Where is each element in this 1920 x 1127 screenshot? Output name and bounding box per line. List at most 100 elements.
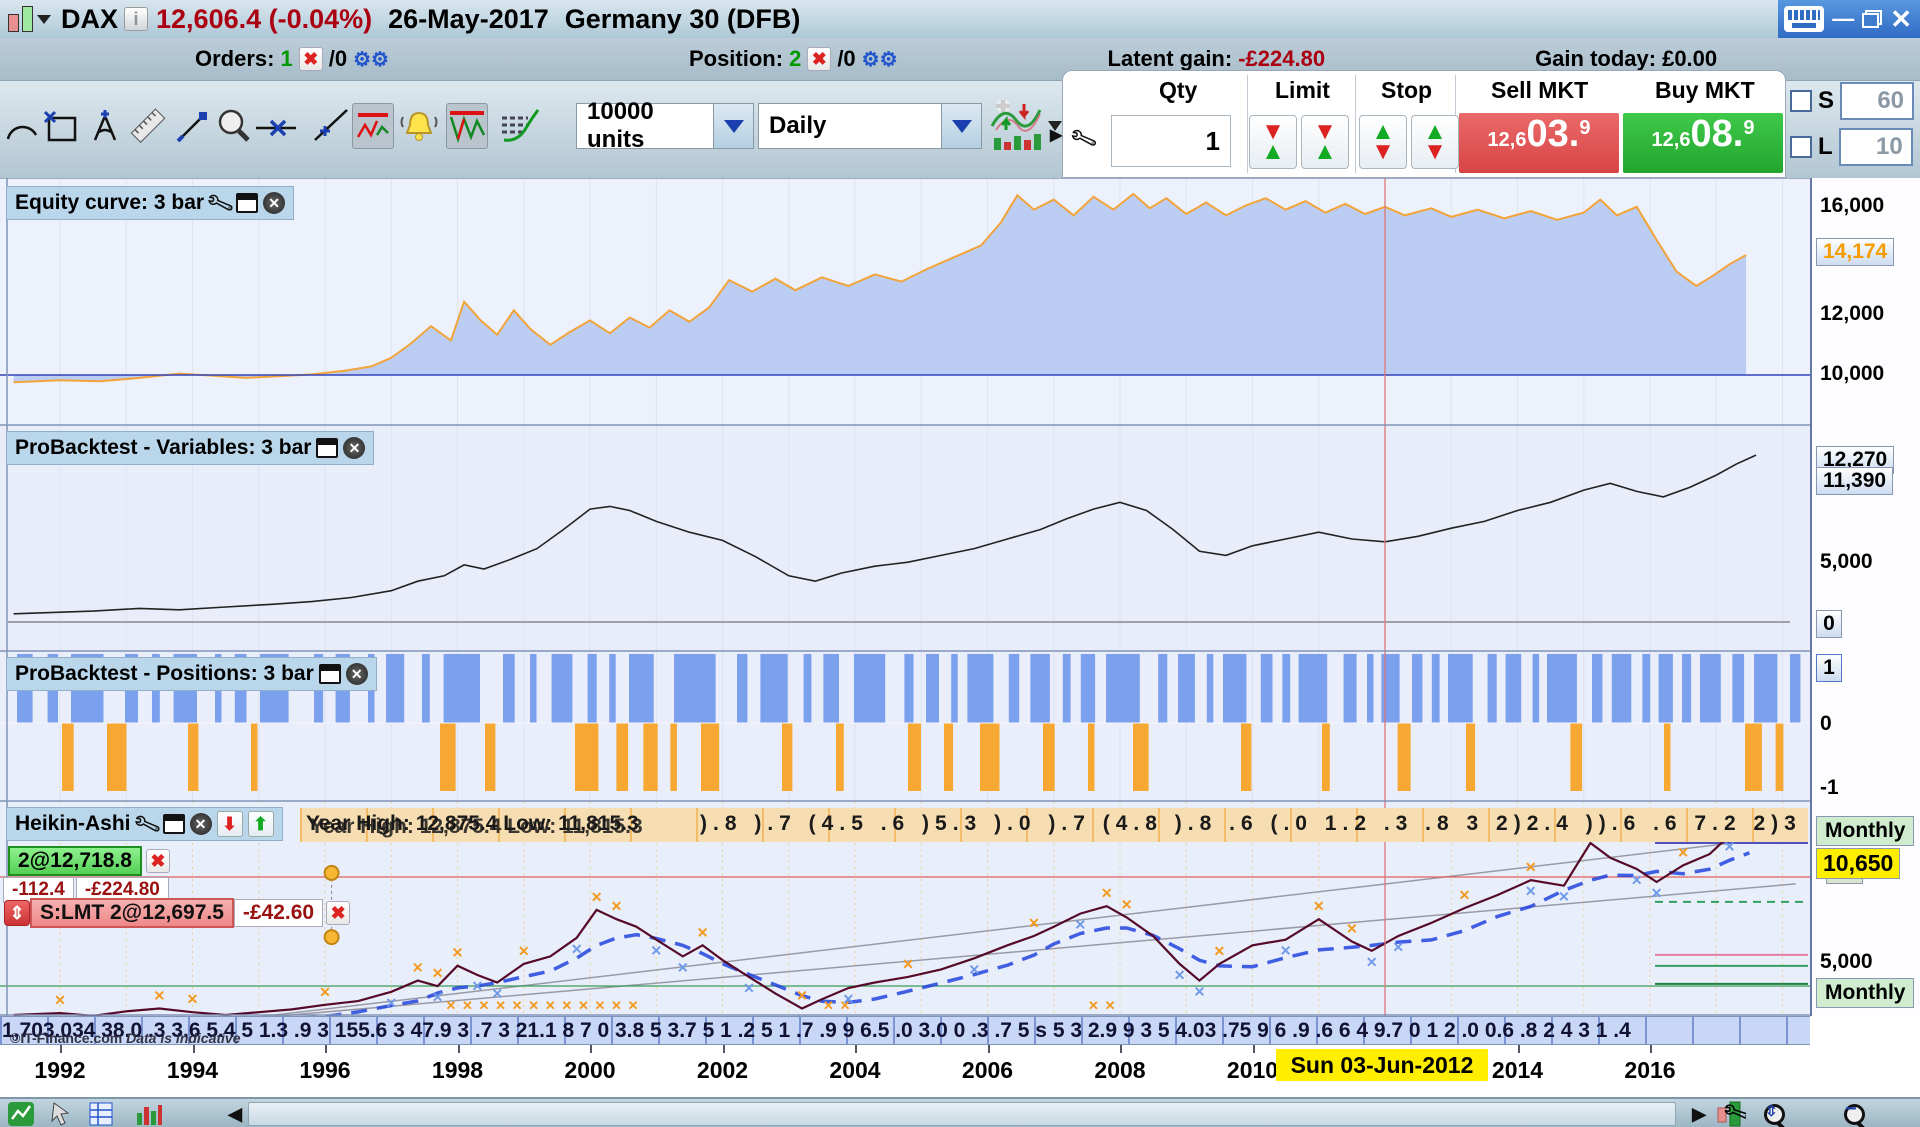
ruler-tool-icon[interactable] xyxy=(126,103,168,149)
keyboard-icon[interactable] xyxy=(1784,6,1825,32)
position-gear-icon[interactable]: ⚙⚙ xyxy=(861,48,898,71)
arc-tool-icon[interactable] xyxy=(2,103,44,149)
orders-gear-icon[interactable]: ⚙⚙ xyxy=(353,48,389,71)
svg-text:✕: ✕ xyxy=(697,924,709,940)
heikin-close-icon[interactable]: ✕ xyxy=(189,813,212,835)
scroll-right-icon[interactable]: ▶ xyxy=(1692,1103,1706,1124)
time-axis-tick xyxy=(1517,1045,1520,1053)
buy-market-button[interactable]: 12,6 08. 9 xyxy=(1623,113,1783,173)
timeframe-dropdown-arrow-icon[interactable] xyxy=(941,104,981,148)
order-move-icon[interactable]: ⇕ xyxy=(4,900,30,926)
bottom-toolbar: ◀ ▶ 🔧︎ ⇳ − ＋ xyxy=(0,1097,1920,1127)
equity-settings-wrench-icon[interactable]: 🔧︎ xyxy=(204,188,236,219)
equity-window-icon[interactable] xyxy=(236,193,259,213)
magnifier-tool-icon[interactable] xyxy=(212,103,254,149)
qty-header: Qty xyxy=(1159,77,1198,103)
chart-style-icon[interactable] xyxy=(988,100,1046,150)
variables-panel-title: ProBacktest - Variables: 3 bar xyxy=(15,436,312,459)
quote-date: 26-May-2017 xyxy=(388,3,549,34)
rectangle-tool-icon[interactable] xyxy=(40,103,82,149)
svg-text:✕: ✕ xyxy=(1346,921,1358,937)
sell-market-button[interactable]: 12,6 03. 9 xyxy=(1459,113,1619,173)
variables-close-icon[interactable]: ✕ xyxy=(343,437,366,459)
backtest-report-icon[interactable] xyxy=(132,1101,166,1127)
minimize-icon[interactable]: — xyxy=(1832,6,1855,31)
positions-tick-1: 1 xyxy=(1816,654,1842,682)
heikin-band-text-overlay: Year High: 12,875.4 Low: 11,815.3 xyxy=(310,815,643,838)
svg-text:✕: ✕ xyxy=(1677,844,1689,860)
alert-bell-icon[interactable] xyxy=(398,103,440,149)
heikin-sell-arrow-icon[interactable]: ⬇ xyxy=(216,811,243,837)
timeframe-dropdown[interactable]: Daily xyxy=(758,103,982,149)
probacktest-icon[interactable] xyxy=(498,103,540,149)
trend-segment-tool-icon[interactable] xyxy=(172,103,214,149)
heikin-settings-wrench-icon[interactable]: 🔧︎ xyxy=(131,809,163,840)
svg-text:✕: ✕ xyxy=(611,898,623,914)
year-label: 2000 xyxy=(564,1057,616,1083)
variables-window-icon[interactable] xyxy=(316,438,339,458)
scroll-left-icon[interactable]: ◀ xyxy=(228,1103,242,1124)
stop-header: Stop xyxy=(1381,77,1433,103)
limit-sell-order-icon[interactable]: ▼ ▲ xyxy=(1301,115,1349,169)
equity-close-icon[interactable]: ✕ xyxy=(263,192,286,214)
time-axis-tick xyxy=(1650,1045,1652,1053)
heikin-window-icon[interactable] xyxy=(162,814,185,834)
positions-window-icon[interactable] xyxy=(318,664,341,684)
qty-input[interactable] xyxy=(1111,115,1231,167)
horizontal-line-tool-icon[interactable] xyxy=(254,103,296,149)
info-icon[interactable]: i xyxy=(124,7,149,31)
pointer-mode-icon[interactable] xyxy=(44,1101,78,1127)
positions-close-icon[interactable]: ✕ xyxy=(345,663,368,685)
stop-distance-value[interactable]: 60 xyxy=(1840,82,1915,120)
svg-text:✕: ✕ xyxy=(1174,967,1186,983)
chart-style-dropdown-icon[interactable] xyxy=(1044,103,1066,149)
units-value: 10000 units xyxy=(587,98,654,153)
svg-text:✕: ✕ xyxy=(1525,859,1537,875)
trend-line-tool-icon[interactable] xyxy=(310,103,352,149)
units-dropdown[interactable]: 10000 units xyxy=(576,98,754,153)
limit-header: Limit xyxy=(1275,77,1330,103)
stop-sell-order-icon[interactable]: ▲ ▼ xyxy=(1411,115,1459,169)
restore-icon[interactable] xyxy=(1862,10,1883,28)
angle-tool-icon[interactable] xyxy=(84,103,126,149)
position-close-icon[interactable]: ✖ xyxy=(807,47,832,71)
time-axis-tick xyxy=(722,1045,725,1053)
close-icon[interactable]: ✕ xyxy=(1890,4,1912,34)
limit-buy-order-icon[interactable]: ▼ ▲ xyxy=(1249,115,1297,169)
zoom-out-icon[interactable]: − xyxy=(1842,1098,1868,1127)
time-axis[interactable]: Sun 03-Jun-2012 1992 1994 1996 1998 2000 2002… xyxy=(0,1045,1920,1097)
order-settings-wrench-icon[interactable]: 🔧︎ xyxy=(1068,123,1100,154)
market-name: Germany 30 (DFB) xyxy=(564,3,801,34)
order-cancel-icon[interactable]: ✖ xyxy=(326,901,351,925)
open-trade-close-icon[interactable]: ✖ xyxy=(145,849,170,873)
data-table-icon[interactable] xyxy=(84,1101,118,1127)
chart-canvas[interactable]: ✕ ✕ ✕ ✕✕✕ ✕✕✕✕ ✕✕ ✕✕✕✕✕✕✕ ✕ ✕✕ ✕✕ ✕✕✕✕✕✕ ✕✕✕✕✕✕✕✕ ✕✕… xyxy=(0,178,1810,1016)
gain-today-label: Gain today: xyxy=(1535,46,1657,71)
svg-text:✕: ✕ xyxy=(187,991,199,1007)
positions-tick-0: 0 xyxy=(1820,712,1832,735)
panel-collapse-icon[interactable]: ▶ xyxy=(1050,127,1063,144)
svg-text:✕: ✕ xyxy=(491,986,503,1002)
time-axis-tick xyxy=(1252,1045,1255,1053)
heikin-buy-arrow-icon[interactable]: ⬆ xyxy=(247,811,274,837)
stop-limit-distance-panel: S 60 L 10 xyxy=(1790,82,1918,178)
svg-text:✕: ✕ xyxy=(1366,954,1378,970)
orders-cancel-icon[interactable]: ✖ xyxy=(298,47,323,71)
chart-scrollbar[interactable] xyxy=(248,1102,1676,1126)
pattern-detect-icon[interactable] xyxy=(352,103,394,149)
display-settings-wrench-icon[interactable]: 🔧︎ xyxy=(1714,1100,1748,1127)
svg-text:✕: ✕ xyxy=(319,984,331,1000)
year-label: 1998 xyxy=(431,1057,484,1083)
stop-buy-order-icon[interactable]: ▲ ▼ xyxy=(1359,115,1407,169)
limit-distance-value[interactable]: 10 xyxy=(1838,128,1913,166)
price-axis[interactable]: 16,000 14,174 12,000 10,000 12,270 11,39… xyxy=(1810,178,1920,1016)
chart-settings-icon[interactable] xyxy=(4,1101,38,1127)
zoom-fit-icon[interactable]: ⇳ xyxy=(1762,1102,1788,1127)
svg-text:✕: ✕ xyxy=(561,998,572,1013)
limit-distance-checkbox[interactable] xyxy=(1790,136,1812,158)
units-dropdown-arrow-icon[interactable] xyxy=(713,104,753,148)
symbol-dropdown-icon[interactable] xyxy=(37,14,51,24)
stop-distance-checkbox[interactable] xyxy=(1790,90,1812,112)
zigzag-indicator-icon[interactable] xyxy=(446,103,488,149)
sell-price-main: 03. xyxy=(1526,113,1580,155)
